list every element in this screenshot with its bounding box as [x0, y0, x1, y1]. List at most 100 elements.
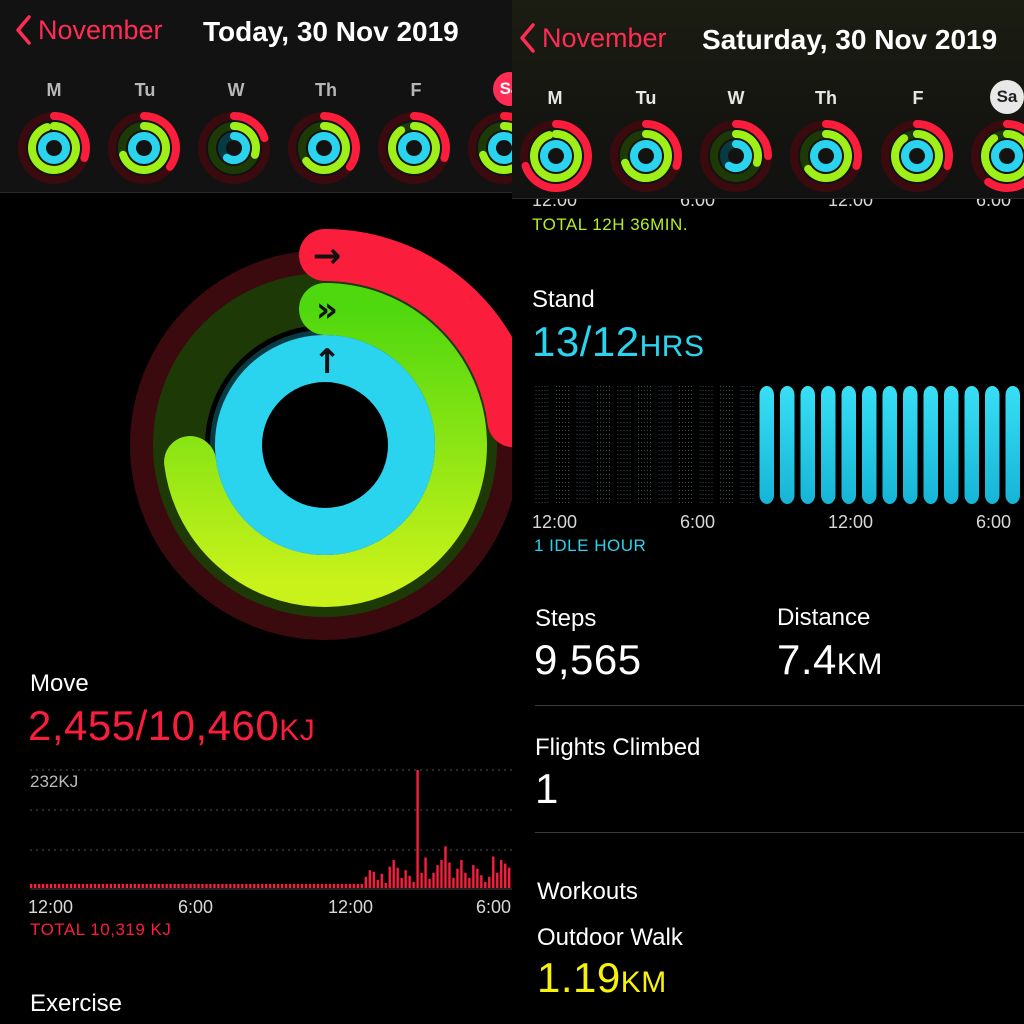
- calendar-header: November Saturday, 30 Nov 2019 M Tu W Th…: [512, 0, 1024, 199]
- move-bar: [284, 883, 288, 888]
- move-bar: [85, 883, 89, 888]
- day-rings[interactable]: [468, 112, 512, 184]
- weekday-label: M: [46, 80, 62, 100]
- move-bar: [444, 846, 447, 888]
- weekday-label: Th: [315, 80, 337, 100]
- move-bar: [225, 883, 228, 888]
- activity-saturday-panel: 12:00 6:00 12:00 6:00 TOTAL 12H 36MIN. N…: [512, 0, 1024, 1024]
- back-button[interactable]: November: [14, 14, 163, 46]
- move-bar: [245, 883, 248, 888]
- move-bar: [320, 883, 324, 888]
- move-value-unit: KJ: [279, 714, 316, 747]
- weekday-label: F: [912, 88, 924, 108]
- move-bar: [241, 883, 244, 888]
- day-rings[interactable]: [971, 120, 1024, 192]
- move-bar: [157, 883, 160, 888]
- move-bar: [360, 883, 364, 888]
- move-bar: [141, 883, 144, 888]
- workouts-label: Workouts: [537, 878, 638, 905]
- move-bar: [253, 883, 256, 888]
- move-bar: [261, 883, 264, 888]
- move-bar: [65, 883, 69, 888]
- x-tick: 12:00: [328, 897, 374, 917]
- move-bar: [508, 867, 511, 888]
- move-ring: [299, 229, 512, 447]
- move-bar: [89, 883, 93, 888]
- move-value-number: 2,455/10,460: [28, 702, 280, 749]
- x-tick: 12:00: [28, 897, 74, 917]
- distance-value-number: 7.4: [777, 636, 837, 683]
- workout-distance: 1.19KM: [537, 954, 667, 1002]
- x-tick: 6:00: [680, 512, 716, 532]
- move-bar: [209, 883, 212, 888]
- day-rings[interactable]: [108, 112, 180, 184]
- stand-bar: [800, 386, 815, 504]
- move-bar: [428, 878, 431, 888]
- move-bar: [296, 883, 300, 888]
- stand-bar: [903, 386, 918, 504]
- day-rings[interactable]: [881, 120, 953, 192]
- weekday-label-today: Sa: [499, 79, 512, 98]
- move-bar: [133, 883, 136, 888]
- x-tick: 12:00: [828, 512, 874, 532]
- stand-value: 13/12HRS: [532, 318, 704, 366]
- move-bar: [197, 883, 200, 888]
- move-bar: [149, 883, 152, 888]
- distance-value-unit: KM: [836, 648, 883, 681]
- move-bar: [169, 883, 172, 888]
- move-value: 2,455/10,460KJ: [28, 702, 315, 750]
- move-bar: [189, 883, 192, 888]
- activity-rings[interactable]: → » ↑: [0, 200, 512, 680]
- divider: [535, 705, 1024, 706]
- move-bar: [185, 883, 188, 888]
- day-rings[interactable]: [520, 120, 592, 192]
- weekday-label: Tu: [134, 80, 156, 100]
- x-tick: 6:00: [476, 897, 512, 917]
- move-bar: [412, 881, 415, 888]
- selected-day-badge[interactable]: Sa: [990, 80, 1024, 114]
- week-rings: [520, 120, 1024, 192]
- move-bar: [316, 883, 320, 888]
- exercise-label: Exercise: [30, 990, 123, 1017]
- move-bar: [161, 883, 164, 888]
- day-rings[interactable]: [18, 112, 90, 184]
- move-arrow-icon: →: [313, 236, 342, 276]
- week-rings: [18, 112, 512, 184]
- move-bar: [492, 856, 495, 888]
- steps-label: Steps: [535, 605, 597, 632]
- move-bar: [384, 882, 387, 888]
- day-rings[interactable]: [790, 120, 862, 192]
- move-bar: [484, 881, 487, 888]
- move-bar: [109, 883, 113, 888]
- move-bar: [201, 883, 204, 888]
- move-bar: [137, 883, 140, 888]
- move-bar: [336, 883, 340, 888]
- move-bar: [177, 883, 180, 888]
- back-button[interactable]: November: [518, 22, 667, 54]
- move-bar: [368, 870, 371, 888]
- flights-label: Flights Climbed: [535, 734, 701, 761]
- weekday-label: W: [727, 88, 745, 108]
- calendar-header: November Today, 30 Nov 2019 M Tu W Th F …: [0, 0, 512, 193]
- day-rings[interactable]: [610, 120, 682, 192]
- move-bar: [229, 883, 232, 888]
- workout-distance-number: 1.19: [537, 954, 621, 1001]
- move-bar: [288, 883, 292, 888]
- today-badge[interactable]: Sa: [493, 72, 512, 106]
- day-rings[interactable]: [700, 120, 772, 192]
- x-tick: 6:00: [976, 512, 1012, 532]
- stand-bar: [759, 386, 774, 504]
- steps-value: 9,565: [534, 636, 642, 683]
- day-rings[interactable]: [378, 112, 450, 184]
- move-bar: [304, 883, 308, 888]
- move-bar: [432, 872, 435, 888]
- day-rings[interactable]: [198, 112, 270, 184]
- stand-idle: 1 IDLE HOUR: [534, 536, 647, 555]
- weekday-label: Tu: [635, 88, 657, 108]
- move-bar: [476, 868, 479, 888]
- workout-name[interactable]: Outdoor Walk: [537, 924, 683, 951]
- day-rings[interactable]: [288, 112, 360, 184]
- move-bar: [372, 871, 375, 888]
- move-bar: [57, 883, 61, 888]
- move-bar: [45, 883, 49, 888]
